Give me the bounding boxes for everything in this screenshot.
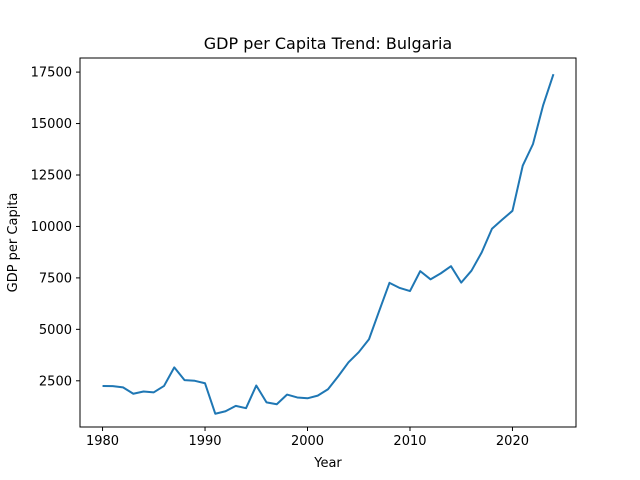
y-axis: 2500 5000 7500 10000 12500 15000 17500 [31, 66, 80, 389]
chart-title: GDP per Capita Trend: Bulgaria [204, 34, 452, 53]
plot-area: 1980 1990 2000 2010 2020 2500 5000 7500 10000 12… [31, 57, 577, 449]
plot-frame [79, 57, 577, 428]
y-tick-label: 17500 [31, 66, 72, 81]
y-tick-label: 12500 [31, 168, 72, 183]
y-tick-label: 5000 [39, 323, 72, 338]
y-tick-label: 10000 [31, 220, 72, 235]
x-axis-label: Year [313, 456, 342, 471]
gdp-per-capita-line [102, 73, 555, 415]
x-tick-label: 2000 [291, 434, 324, 449]
x-tick-label: 2010 [393, 434, 426, 449]
y-tick-label: 7500 [39, 271, 72, 286]
x-axis: 1980 1990 2000 2010 2020 [86, 427, 529, 449]
x-tick-label: 1980 [86, 434, 119, 449]
x-tick-label: 1990 [188, 434, 221, 449]
y-tick-label: 2500 [39, 374, 72, 389]
x-tick-label: 2020 [496, 434, 529, 449]
y-axis-label: GDP per Capita [6, 193, 21, 293]
y-tick-label: 15000 [31, 117, 72, 132]
